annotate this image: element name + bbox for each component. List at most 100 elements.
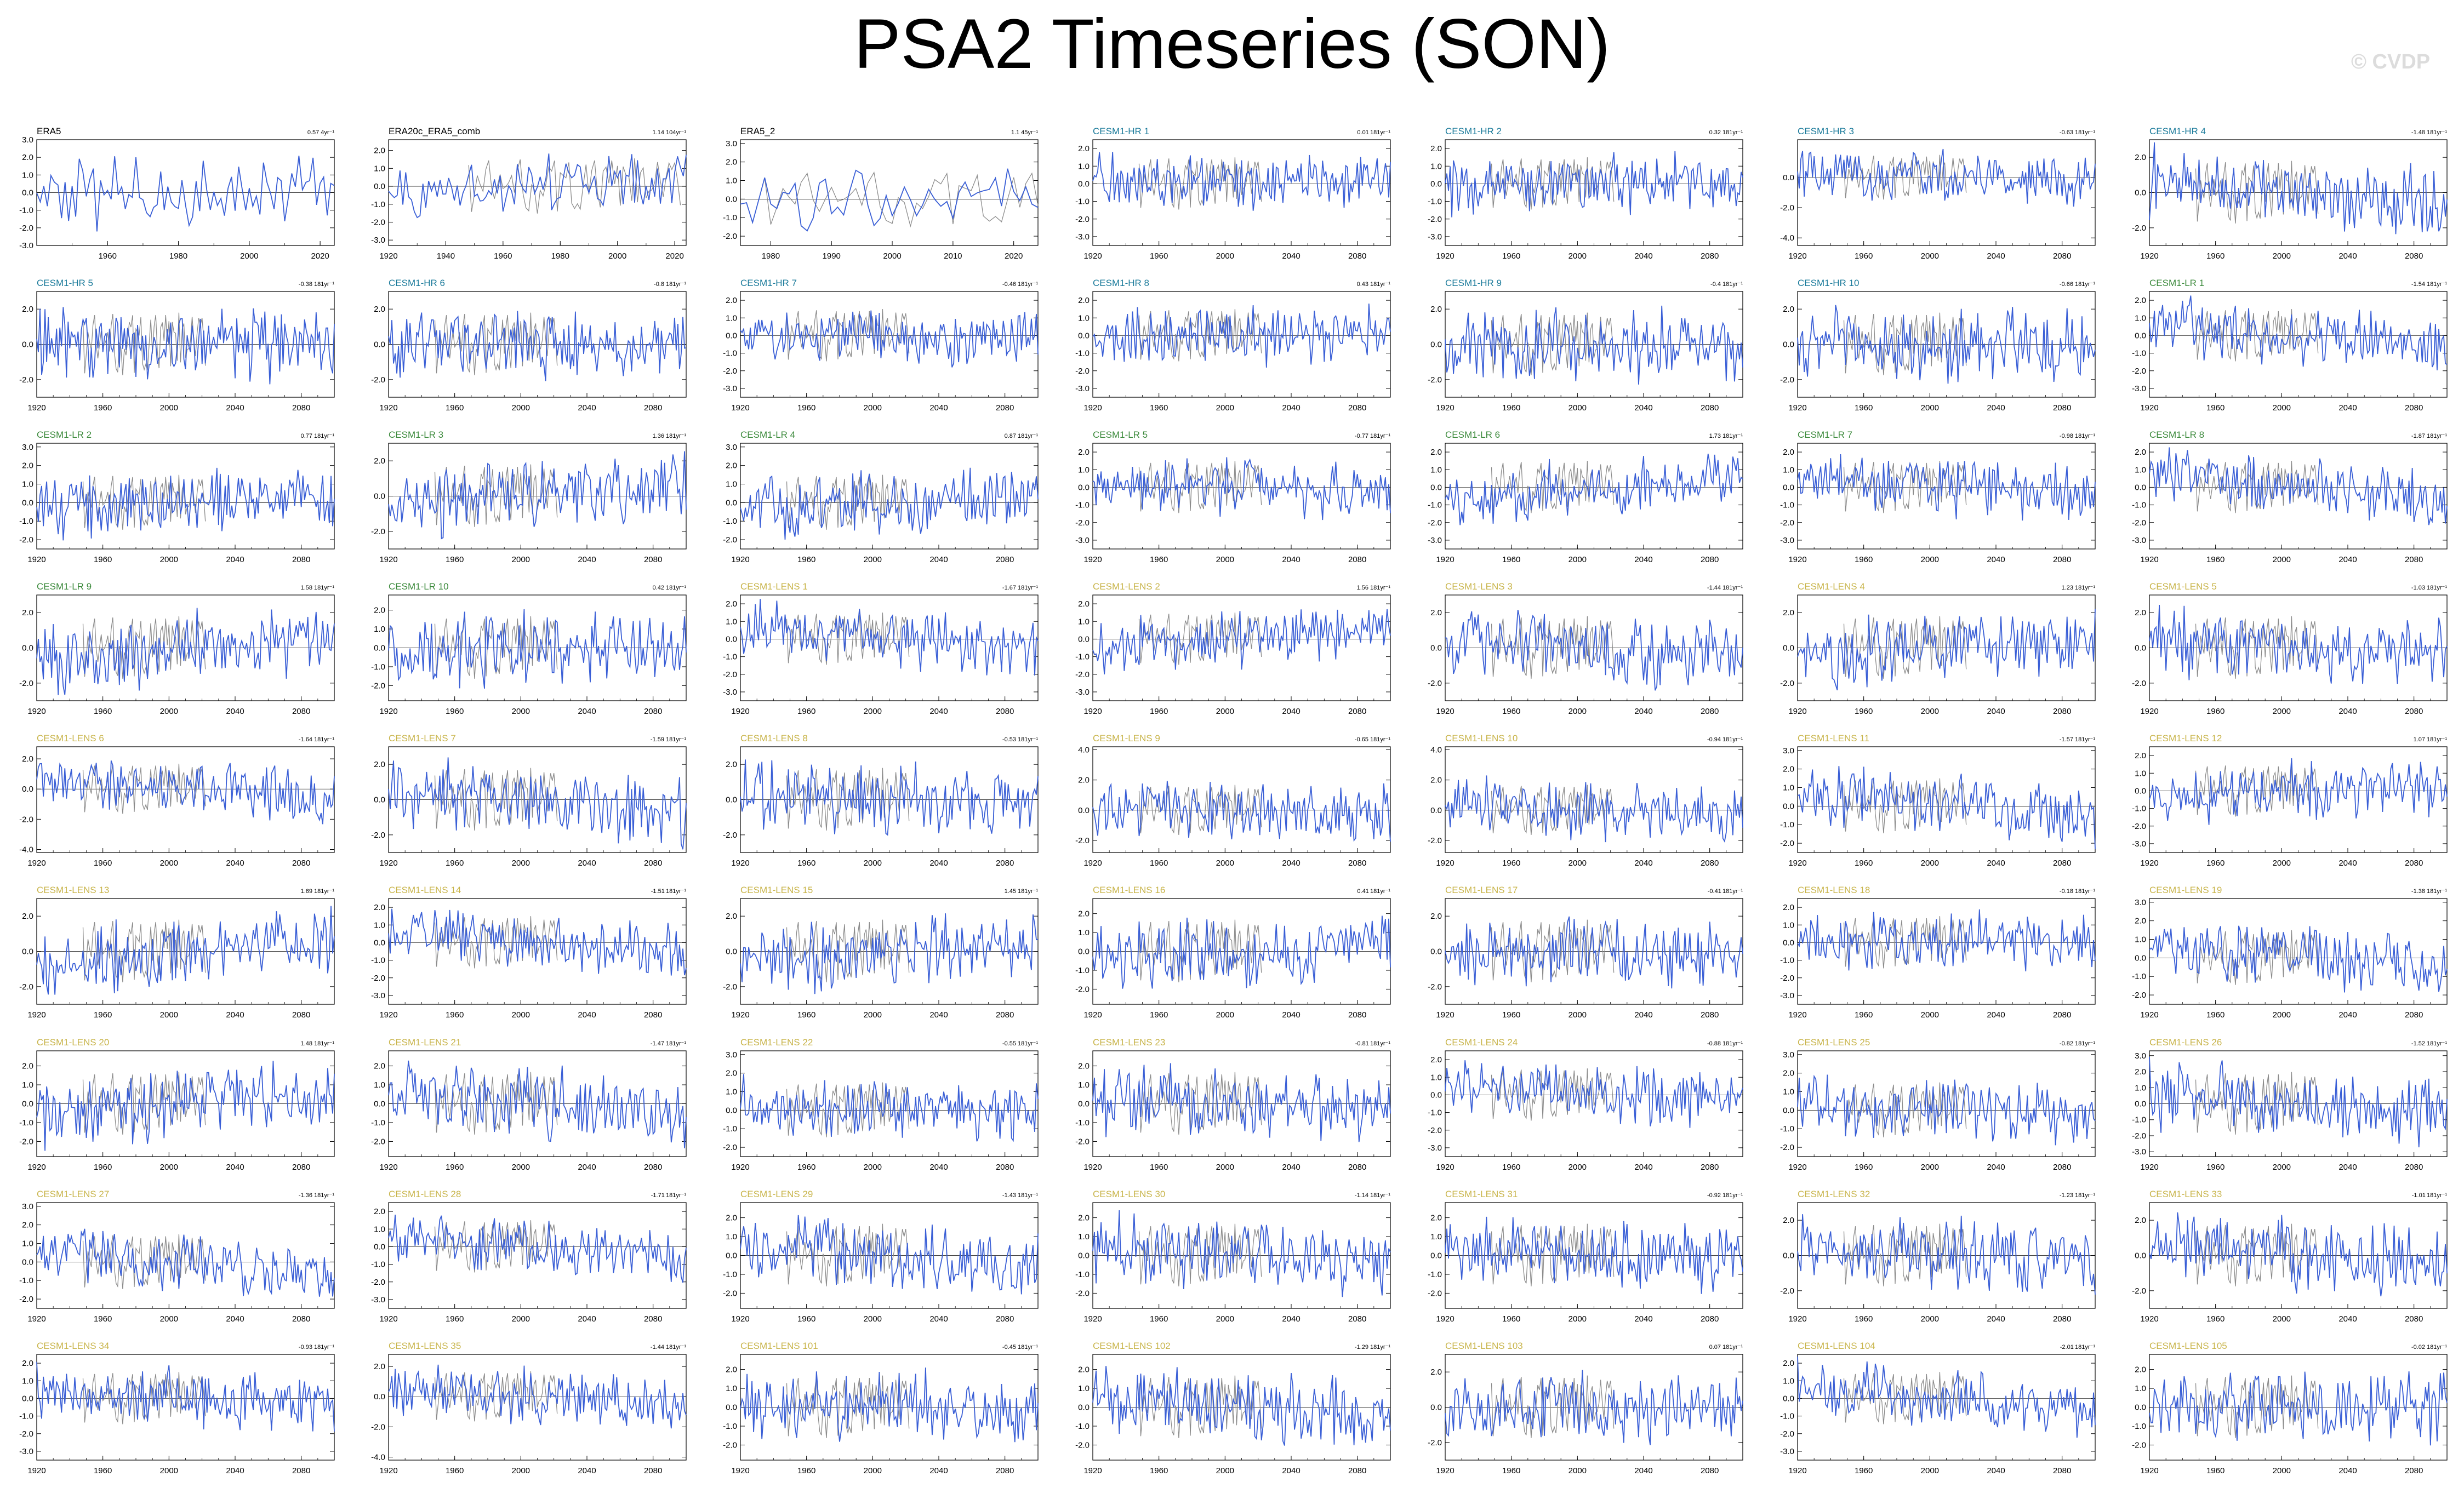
timeseries-panel: CESM1-LENS 20 1.48 181yr⁻¹ 2.0 1.0 0.0 -1.0 -2.… <box>19 1037 335 1172</box>
x-tick-label: 1920 <box>1788 707 1806 716</box>
reference-series-line <box>468 158 681 214</box>
x-tick-label: 2000 <box>1921 1466 1939 1475</box>
series-line <box>740 599 1039 676</box>
trend-unit: 181yr⁻¹ <box>666 1344 686 1351</box>
y-tick-label: -1.0 <box>2132 501 2146 510</box>
y-tick-label: -2.0 <box>2132 1286 2146 1296</box>
x-tick-label: 2040 <box>578 403 596 413</box>
reference-series-line <box>1843 616 1967 679</box>
trend-unit: 181yr⁻¹ <box>666 281 686 288</box>
y-tick-label: 1.0 <box>22 1080 33 1090</box>
x-tick-label: 2040 <box>226 707 244 716</box>
y-tick-label: 1.0 <box>726 479 737 489</box>
y-tick-label: 0.0 <box>1078 947 1090 957</box>
trend-value: -1.54 <box>2411 281 2425 288</box>
trend-unit: 45yr⁻¹ <box>1021 129 1038 136</box>
panel-frame <box>36 443 335 550</box>
x-tick-label: 1960 <box>797 859 815 868</box>
y-tick-label: -1.0 <box>2132 1422 2146 1431</box>
x-tick-label: 2080 <box>2053 251 2071 261</box>
trend-value: 1.69 <box>301 888 312 895</box>
y-tick-label: 2.0 <box>726 1365 737 1375</box>
y-tick-label: 0.0 <box>2135 953 2146 963</box>
x-tick-label: 2080 <box>2405 251 2423 261</box>
y-tick-label: 2.0 <box>374 1207 385 1216</box>
y-tick-label: 2.0 <box>1078 144 1090 153</box>
trend-unit: 181yr⁻¹ <box>2427 129 2447 136</box>
y-tick-label: 0.0 <box>2135 644 2146 653</box>
y-tick-label: -3.0 <box>1780 1447 1794 1456</box>
timeseries-panel: CESM1-LENS 32 -1.23 181yr⁻¹ 2.0 0.0 -2.0 1920 1… <box>1780 1189 2096 1324</box>
timeseries-panel: CESM1-LENS 2 1.56 181yr⁻¹ 2.0 1.0 0.0 -1.0 -2.0… <box>1075 581 1391 716</box>
x-tick-label: 2000 <box>1568 251 1587 261</box>
x-tick-label: 2000 <box>1216 707 1234 716</box>
panel-frame <box>740 139 1039 246</box>
x-tick-label: 1960 <box>446 555 464 564</box>
y-tick-label: 1.0 <box>374 164 385 173</box>
y-tick-label: -2.0 <box>371 375 385 385</box>
timeseries-panel: CESM1-LENS 104 -2.01 181yr⁻¹ 2.0 1.0 0.0 -1.0 -… <box>1780 1341 2096 1475</box>
panel-trend-label: -0.65 181yr⁻¹ <box>1355 736 1390 743</box>
y-tick-label: 0.0 <box>726 1251 737 1261</box>
reference-series-line <box>1843 778 1967 833</box>
x-tick-label: 1960 <box>94 707 112 716</box>
y-tick-label: 0.0 <box>2135 1403 2146 1412</box>
y-tick-label: 0.0 <box>2135 331 2146 340</box>
y-tick-label: 2.0 <box>726 1214 737 1223</box>
y-tick-label: 2.0 <box>1430 1368 1442 1377</box>
x-tick-label: 2040 <box>1634 251 1652 261</box>
x-tick-label: 2000 <box>1216 1466 1234 1475</box>
trend-unit: 104yr⁻¹ <box>666 129 686 136</box>
x-tick-label: 2000 <box>2273 555 2291 564</box>
y-tick-label: -3.0 <box>1428 232 1442 242</box>
trend-value: 1.48 <box>301 1040 312 1047</box>
x-tick-label: 2000 <box>1921 555 1939 564</box>
y-tick-label: 0.0 <box>726 1106 737 1115</box>
panel-trend-label: -1.57 181yr⁻¹ <box>2060 736 2095 743</box>
x-tick-label: 1960 <box>1502 1010 1520 1020</box>
y-tick-label: 1.0 <box>726 176 737 185</box>
y-tick-label: -2.0 <box>19 224 33 233</box>
y-tick-label: 0.0 <box>22 498 33 507</box>
reference-series-line <box>1138 1375 1262 1438</box>
panel-title: CESM1-LENS 4 <box>1798 581 1865 592</box>
x-tick-label: 2000 <box>1921 707 1939 716</box>
x-tick-label: 1960 <box>446 707 464 716</box>
y-tick-label: 2.0 <box>726 158 737 167</box>
x-tick-label: 1920 <box>27 1163 45 1172</box>
panel-trend-label: -1.38 181yr⁻¹ <box>2411 888 2447 895</box>
x-tick-label: 2040 <box>1634 1010 1652 1020</box>
panel-trend-label: 1.23 181yr⁻¹ <box>2062 585 2096 591</box>
y-tick-label: 0.0 <box>22 188 33 198</box>
x-tick-label: 2000 <box>1216 555 1234 564</box>
x-tick-label: 2000 <box>1216 1163 1234 1172</box>
panel-title: CESM1-HR 7 <box>740 278 797 288</box>
panel-trend-label: 1.48 181yr⁻¹ <box>301 1040 335 1047</box>
y-tick-label: 2.0 <box>1078 1214 1090 1223</box>
y-tick-label: 1.0 <box>1430 1232 1442 1241</box>
timeseries-panel: CESM1-LR 2 0.77 181yr⁻¹ 3.0 2.0 1.0 0.0 -1.0 -2.… <box>19 430 335 564</box>
trend-unit: 181yr⁻¹ <box>314 1192 334 1199</box>
cvdp-watermark: © CVDP <box>2351 50 2431 73</box>
x-tick-label: 2040 <box>578 707 596 716</box>
y-tick-label: -1.0 <box>1075 501 1090 510</box>
panel-title: CESM1-LENS 19 <box>2149 885 2222 895</box>
timeseries-panel: CESM1-LENS 14 -1.51 181yr⁻¹ 2.0 1.0 0.0 -1.0 -2… <box>371 885 687 1020</box>
x-tick-label: 2040 <box>2338 1466 2357 1475</box>
trend-value: -0.66 <box>2060 281 2073 288</box>
y-tick-label: -3.0 <box>1780 991 1794 1000</box>
x-tick-label: 1980 <box>762 251 780 261</box>
timeseries-panel: CESM1-LENS 105 -0.02 181yr⁻¹ 2.0 1.0 0.0 -1.0 -… <box>2132 1341 2448 1475</box>
x-tick-label: 1920 <box>1788 1010 1806 1020</box>
x-tick-label: 1920 <box>27 1466 45 1475</box>
x-tick-label: 1960 <box>446 859 464 868</box>
x-tick-label: 2040 <box>578 1010 596 1020</box>
x-tick-label: 2080 <box>1348 1314 1366 1324</box>
x-tick-label: 2000 <box>512 859 530 868</box>
x-tick-label: 1960 <box>1150 1010 1168 1020</box>
trend-unit: 181yr⁻¹ <box>2427 736 2447 743</box>
x-tick-label: 2080 <box>1701 403 1719 413</box>
panel-trend-label: -1.87 181yr⁻¹ <box>2411 433 2447 439</box>
y-tick-label: 2.0 <box>1430 608 1442 617</box>
